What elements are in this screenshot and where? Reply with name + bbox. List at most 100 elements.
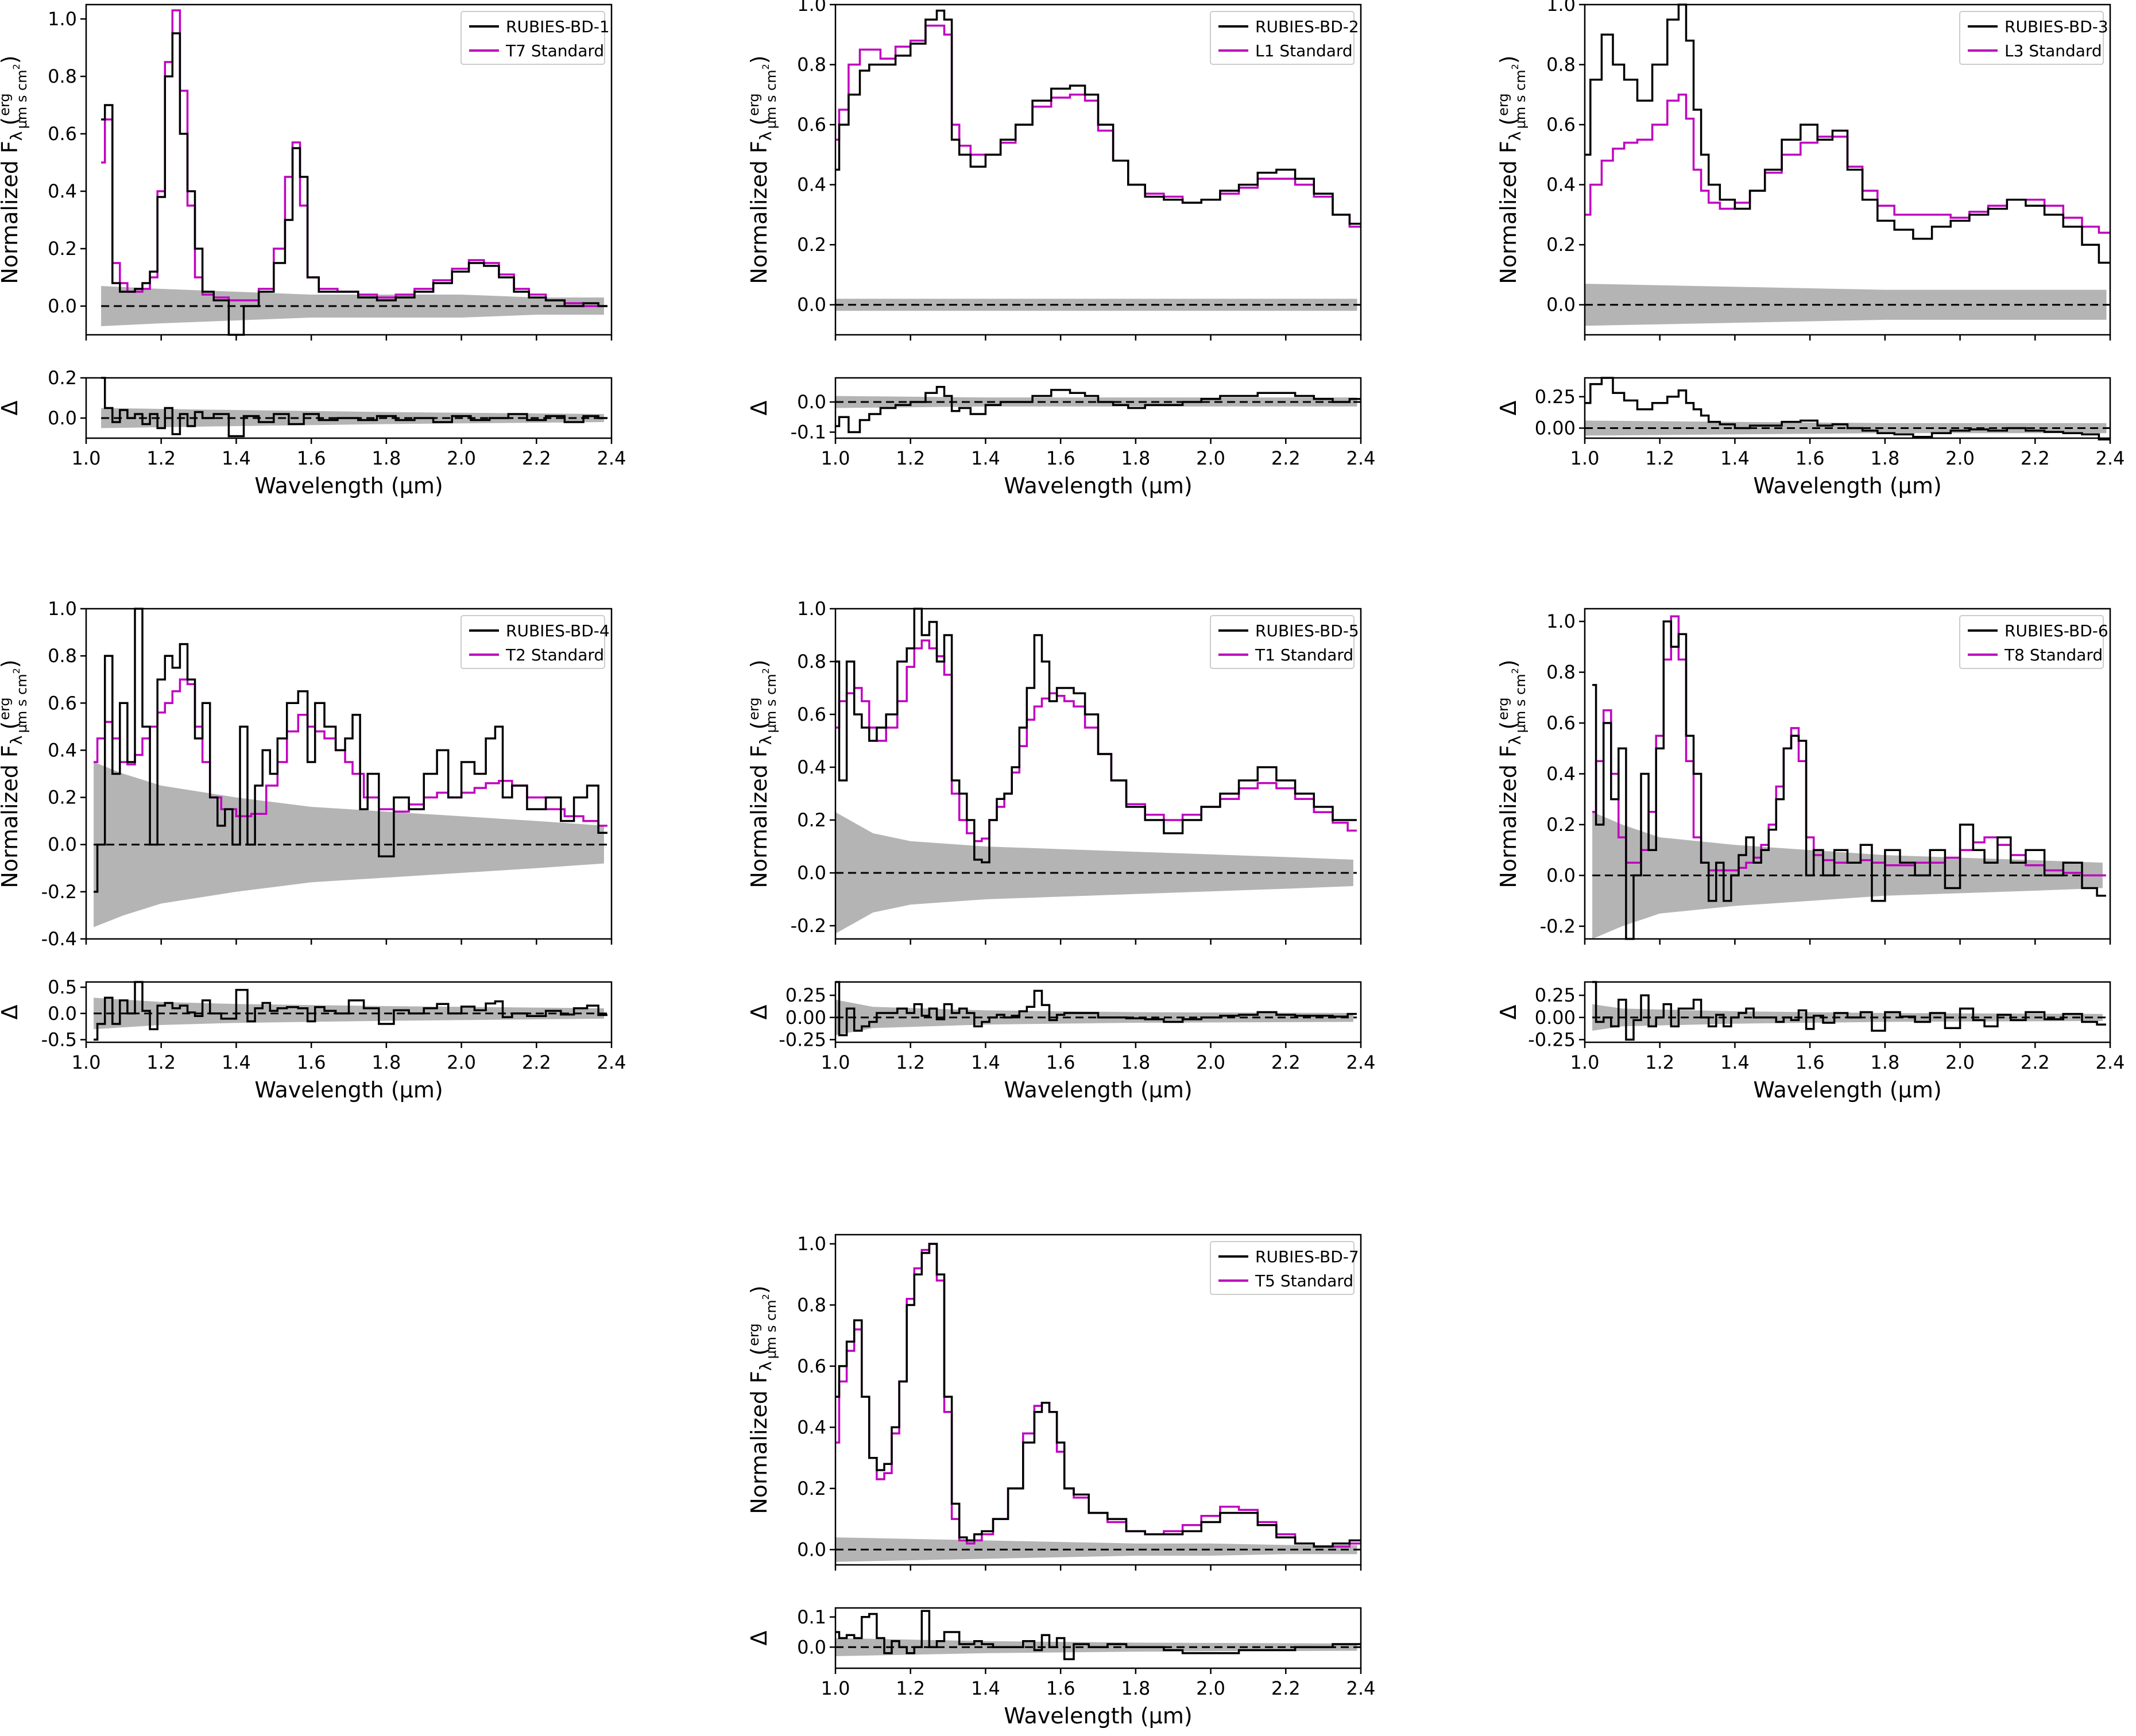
x-tick-label: 2.4 xyxy=(2096,447,2125,469)
x-tick-label: 2.0 xyxy=(1196,1051,1225,1073)
ylabel-prefix: Normalized F xyxy=(746,1371,772,1514)
residual-y-tick-label: 0.0 xyxy=(48,407,77,429)
ylabel-prefix: Normalized F xyxy=(746,745,772,888)
ylabel-paren-close: ) xyxy=(0,55,22,64)
ylabel-subscript: λ xyxy=(1506,736,1524,745)
y-tick-label: 0.8 xyxy=(1546,54,1576,76)
y-tick-label: 1.0 xyxy=(797,0,826,16)
y-tick-label: 1.0 xyxy=(797,1233,826,1255)
ylabel-unit-denominator: μm s cm xyxy=(14,674,30,733)
ylabel-paren-close: ) xyxy=(746,1285,772,1294)
residual-y-tick-label: 0.5 xyxy=(48,976,77,998)
ylabel-unit-numerator: erg xyxy=(746,1323,762,1346)
uncertainty-band xyxy=(101,286,604,326)
residual-y-tick-label: 0.00 xyxy=(1535,1007,1576,1029)
main-axes-frame xyxy=(1584,3,2111,336)
residual-uncertainty-band xyxy=(835,396,1357,408)
residual-y-axis-title: Δ xyxy=(746,401,772,416)
ylabel-unit-denominator: μm s cm xyxy=(763,69,779,129)
ylabel-unit-denominator: μm s cm xyxy=(1512,674,1529,733)
y-tick-label: 0.6 xyxy=(48,123,77,145)
x-tick-label: 1.2 xyxy=(146,1051,176,1073)
x-tick-label: 1.8 xyxy=(372,1051,401,1073)
x-tick-label: 1.0 xyxy=(1570,1051,1600,1073)
residual-y-tick-label: 0.25 xyxy=(785,984,826,1006)
y-tick-label: 0.4 xyxy=(48,180,77,202)
ylabel-unit-numerator: erg xyxy=(1495,93,1511,115)
residual-panel: 0.00 0.25 1.0 1.2 1.4 1.6 1.8 2.0 2.2 2.4 Δ Wavelen… xyxy=(1496,377,2125,498)
ylabel-unit-numerator: erg xyxy=(746,93,762,115)
ylabel-unit-exponent: 2 xyxy=(11,668,22,674)
xlabel-suffix: ) xyxy=(1184,473,1193,498)
x-tick-label: 1.4 xyxy=(971,1051,1000,1073)
legend: RUBIES-BD-7 T5 Standard xyxy=(1210,1241,1359,1295)
x-tick-label: 1.8 xyxy=(1870,447,1899,469)
x-tick-label: 2.2 xyxy=(2021,1051,2050,1073)
y-tick-label: 0.4 xyxy=(1546,763,1576,785)
x-tick-label: 1.2 xyxy=(896,447,925,469)
x-tick-label: 1.4 xyxy=(1720,1051,1750,1073)
y-tick-label: 0.8 xyxy=(797,54,826,76)
observed-spectrum-line xyxy=(835,608,1357,864)
spectrum-panel-7: 0.0 0.2 0.4 0.6 0.8 1.0 Normalized Fλ (ergμm s … xyxy=(746,1233,1375,1729)
ylabel-prefix: Normalized F xyxy=(0,745,22,888)
ylabel-paren-open: ( xyxy=(746,721,772,730)
x-tick-label: 1.6 xyxy=(297,447,326,469)
residual-y-tick-label: 0.00 xyxy=(1535,417,1576,439)
residual-y-tick-label: 0.0 xyxy=(797,1636,826,1658)
x-tick-label: 1.8 xyxy=(1121,1051,1150,1073)
residual-axes-frame xyxy=(1584,377,2111,439)
ylabel-prefix: Normalized F xyxy=(0,141,22,284)
residual-y-tick-label: -0.25 xyxy=(779,1029,826,1050)
x-tick-label: 1.0 xyxy=(821,447,850,469)
residual-y-tick-label: 0.25 xyxy=(1535,984,1576,1006)
residual-y-axis-title: Δ xyxy=(746,1631,772,1646)
xlabel-prefix: Wavelength ( xyxy=(1004,473,1148,498)
x-tick-label: 1.2 xyxy=(896,1677,925,1699)
y-tick-label: 0.8 xyxy=(1546,662,1576,683)
x-tick-label: 2.0 xyxy=(1196,1677,1225,1699)
observed-spectrum-line xyxy=(835,9,1361,225)
y-tick-label: 0.0 xyxy=(48,834,77,856)
residual-y-axis-title: Δ xyxy=(1496,1005,1521,1020)
xlabel-prefix: Wavelength ( xyxy=(254,1077,399,1103)
y-tick-label: 1.0 xyxy=(797,598,826,620)
y-tick-label: 0.2 xyxy=(1546,814,1576,836)
residual-axes-frame xyxy=(834,1607,1362,1669)
ylabel-paren-close: ) xyxy=(746,659,772,668)
y-tick-label: 0.0 xyxy=(48,295,77,317)
observed-spectrum-line xyxy=(101,32,607,336)
residual-y-axis-title: Δ xyxy=(746,1005,772,1020)
observed-spectrum-line xyxy=(1585,3,2110,264)
y-axis-title: Normalized Fλ (ergμm s cm2) xyxy=(0,55,30,284)
x-tick-label: 2.0 xyxy=(447,1051,476,1073)
xlabel-suffix: ) xyxy=(1184,1703,1193,1729)
y-tick-label: 0.0 xyxy=(1546,864,1576,886)
ylabel-paren-open: ( xyxy=(1496,721,1521,730)
y-tick-label: -0.2 xyxy=(41,881,77,903)
legend: RUBIES-BD-2 L1 Standard xyxy=(1210,11,1359,65)
observed-spectrum-line xyxy=(835,1243,1361,1548)
x-tick-label: 1.4 xyxy=(971,1677,1000,1699)
residual-panel: 0.0 0.1 1.0 1.2 1.4 1.6 1.8 2.0 2.2 2.4 Δ Wavelengt… xyxy=(746,1606,1375,1729)
residual-panel: -0.250.000.25 1.0 1.2 1.4 1.6 1.8 2.0 2.2 2.4 Δ Wa… xyxy=(746,981,1375,1103)
y-tick-label: 0.6 xyxy=(797,1355,826,1377)
legend: RUBIES-BD-3 L3 Standard xyxy=(1959,11,2108,65)
x-tick-label: 1.0 xyxy=(72,447,101,469)
ylabel-unit-exponent: 2 xyxy=(1510,668,1520,674)
xlabel-unit: μm xyxy=(1149,473,1184,498)
legend: RUBIES-BD-6 T8 Standard xyxy=(1959,615,2108,669)
x-tick-label: 2.2 xyxy=(522,447,551,469)
y-tick-label: 0.8 xyxy=(797,1294,826,1316)
x-tick-label: 2.2 xyxy=(1271,1051,1301,1073)
y-tick-label: 0.6 xyxy=(797,703,826,725)
legend: RUBIES-BD-1 T7 Standard xyxy=(461,11,610,65)
uncertainty-band xyxy=(835,299,1357,311)
y-tick-label: 1.0 xyxy=(48,8,77,30)
y-tick-label: 0.8 xyxy=(48,645,77,667)
ylabel-prefix: Normalized F xyxy=(1496,745,1521,888)
observed-spectrum-line xyxy=(1592,620,2106,940)
ylabel-paren-open: ( xyxy=(0,117,22,126)
uncertainty-band xyxy=(1585,284,2107,326)
legend-label-observed: RUBIES-BD-4 xyxy=(506,621,610,640)
